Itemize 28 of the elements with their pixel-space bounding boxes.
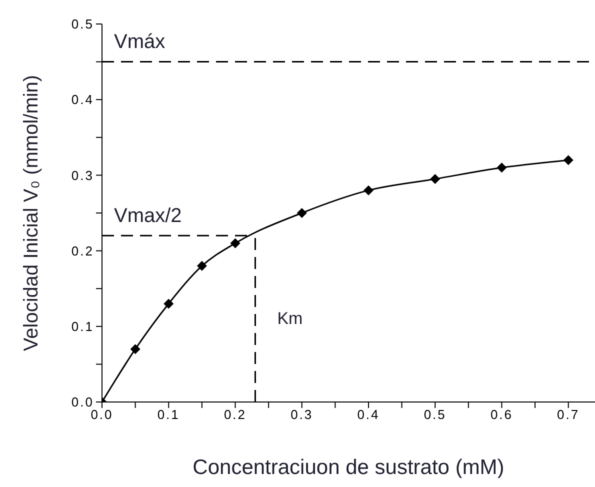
point <box>430 174 440 184</box>
point <box>563 155 574 166</box>
point <box>130 344 140 354</box>
x-tick-label: 0.5 <box>424 407 446 422</box>
ref-line-label: Vmáx <box>114 31 166 53</box>
x-tick-label: 0.3 <box>290 407 314 422</box>
y-tick-label: 0.3 <box>71 168 94 183</box>
x-tick-label: 0.6 <box>490 407 514 422</box>
y-tick-label: 0.5 <box>71 16 94 32</box>
y-tick-label: 0.4 <box>71 92 94 108</box>
point <box>363 185 374 196</box>
point <box>230 238 240 248</box>
point <box>296 208 307 218</box>
point <box>496 162 507 173</box>
ref-line-label: Km <box>277 309 303 328</box>
x-axis-title: Concentraciuon de sustrato (mM) <box>192 456 504 479</box>
y-tick-label: 0.1 <box>71 319 94 334</box>
y-tick-label: 0.0 <box>71 394 94 410</box>
x-tick-label: 0.2 <box>224 407 247 422</box>
x-tick-label: 0.4 <box>357 407 380 422</box>
x-tick-label: 0.1 <box>157 407 180 422</box>
y-axis-title: Velocidad Inicial V₀ (mmol/min) <box>20 74 42 352</box>
x-tick-label: 0.0 <box>90 407 114 422</box>
point <box>196 260 207 271</box>
point <box>164 298 174 309</box>
ref-line-label: Vmax/2 <box>114 204 182 227</box>
y-tick-label: 0.2 <box>71 243 94 258</box>
x-tick-label: 0.7 <box>557 407 580 422</box>
